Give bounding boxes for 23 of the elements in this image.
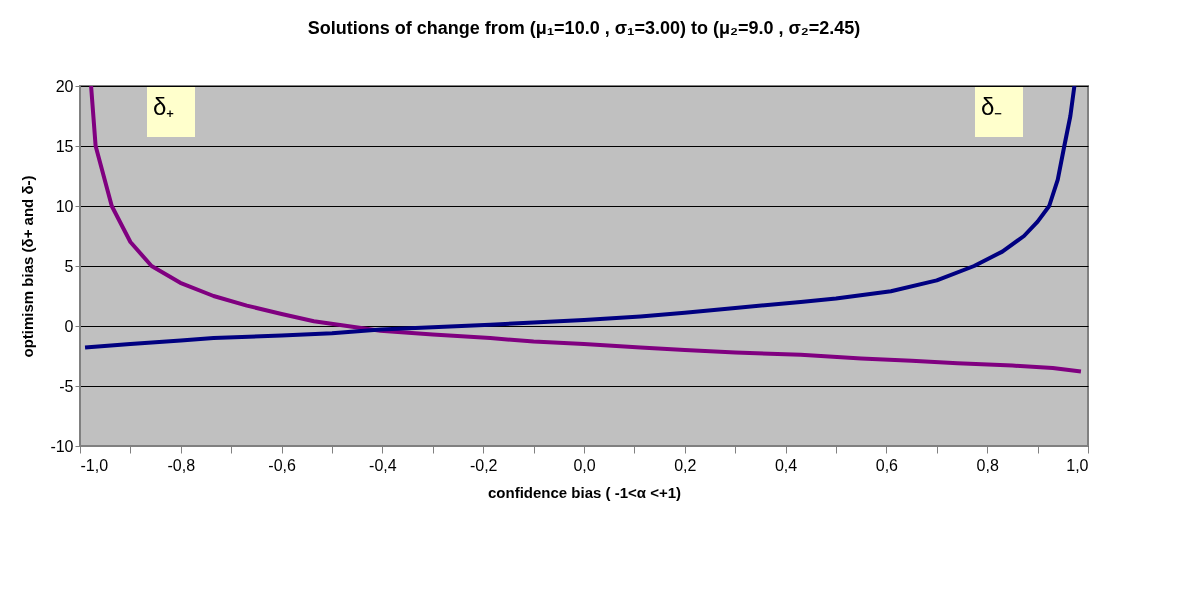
- x-tick-label: 0,4: [774, 456, 798, 474]
- x-tick-label: -1,0: [80, 456, 109, 474]
- x-tick-label: 0,8: [976, 456, 999, 474]
- x-tick-label: -0,4: [369, 456, 397, 474]
- y-tick-label: -5: [59, 377, 74, 395]
- text: δ₊: [153, 93, 175, 120]
- text: δ₋: [981, 93, 1003, 120]
- chart-title: Solutions of change from (μ₁=10.0 , σ₁=3.00) to (μ₂=9.0 , σ₂=2.45): [307, 18, 861, 38]
- x-tick-label: 1,0: [1066, 456, 1089, 474]
- x-tick-label: -0,2: [469, 456, 498, 474]
- y-axis-title: optimism bias (δ+ and δ-): [19, 175, 37, 358]
- y-tick-label: 15: [55, 137, 74, 155]
- x-tick-label: 0,6: [875, 456, 899, 474]
- x-axis-title: confidence bias ( -1<α <+1): [487, 483, 682, 501]
- x-tick-label: -0,6: [268, 456, 296, 474]
- y-tick-label: 20: [55, 77, 74, 95]
- y-tick-label: 10: [55, 197, 74, 215]
- y-tick-label: -10: [50, 437, 74, 455]
- y-tick-label: 5: [64, 257, 74, 275]
- y-tick-label: 0: [64, 317, 74, 335]
- x-tick-label: -0,8: [167, 456, 196, 474]
- x-tick-label: 0,0: [573, 456, 596, 474]
- x-tick-label: 0,2: [674, 456, 697, 474]
